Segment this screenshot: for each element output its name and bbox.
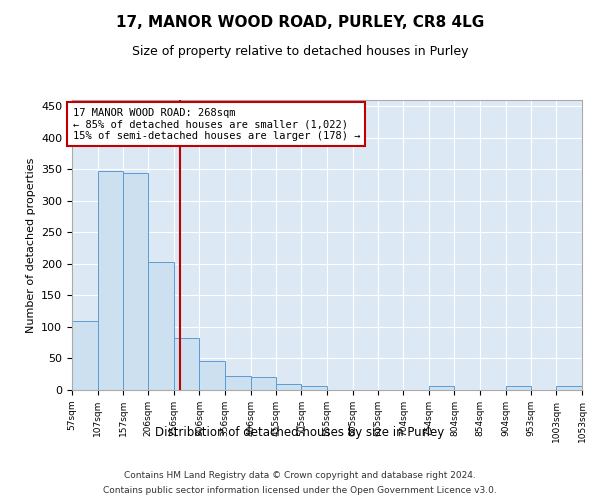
Bar <box>123 173 148 390</box>
Bar <box>251 378 276 390</box>
Text: 17 MANOR WOOD ROAD: 268sqm
← 85% of detached houses are smaller (1,022)
15% of s: 17 MANOR WOOD ROAD: 268sqm ← 85% of deta… <box>73 108 360 141</box>
Text: Contains HM Land Registry data © Crown copyright and database right 2024.: Contains HM Land Registry data © Crown c… <box>124 471 476 480</box>
Y-axis label: Number of detached properties: Number of detached properties <box>26 158 35 332</box>
Text: Size of property relative to detached houses in Purley: Size of property relative to detached ho… <box>132 45 468 58</box>
Bar <box>276 384 301 390</box>
Bar <box>429 386 455 390</box>
Bar <box>225 376 251 390</box>
Bar <box>199 361 225 390</box>
Text: Contains public sector information licensed under the Open Government Licence v3: Contains public sector information licen… <box>103 486 497 495</box>
Bar <box>174 338 199 390</box>
Bar <box>301 386 327 390</box>
Bar <box>98 170 123 390</box>
Bar <box>506 386 531 390</box>
Bar <box>148 262 174 390</box>
Text: 17, MANOR WOOD ROAD, PURLEY, CR8 4LG: 17, MANOR WOOD ROAD, PURLEY, CR8 4LG <box>116 15 484 30</box>
Bar <box>72 320 98 390</box>
Bar <box>556 386 582 390</box>
Text: Distribution of detached houses by size in Purley: Distribution of detached houses by size … <box>155 426 445 439</box>
